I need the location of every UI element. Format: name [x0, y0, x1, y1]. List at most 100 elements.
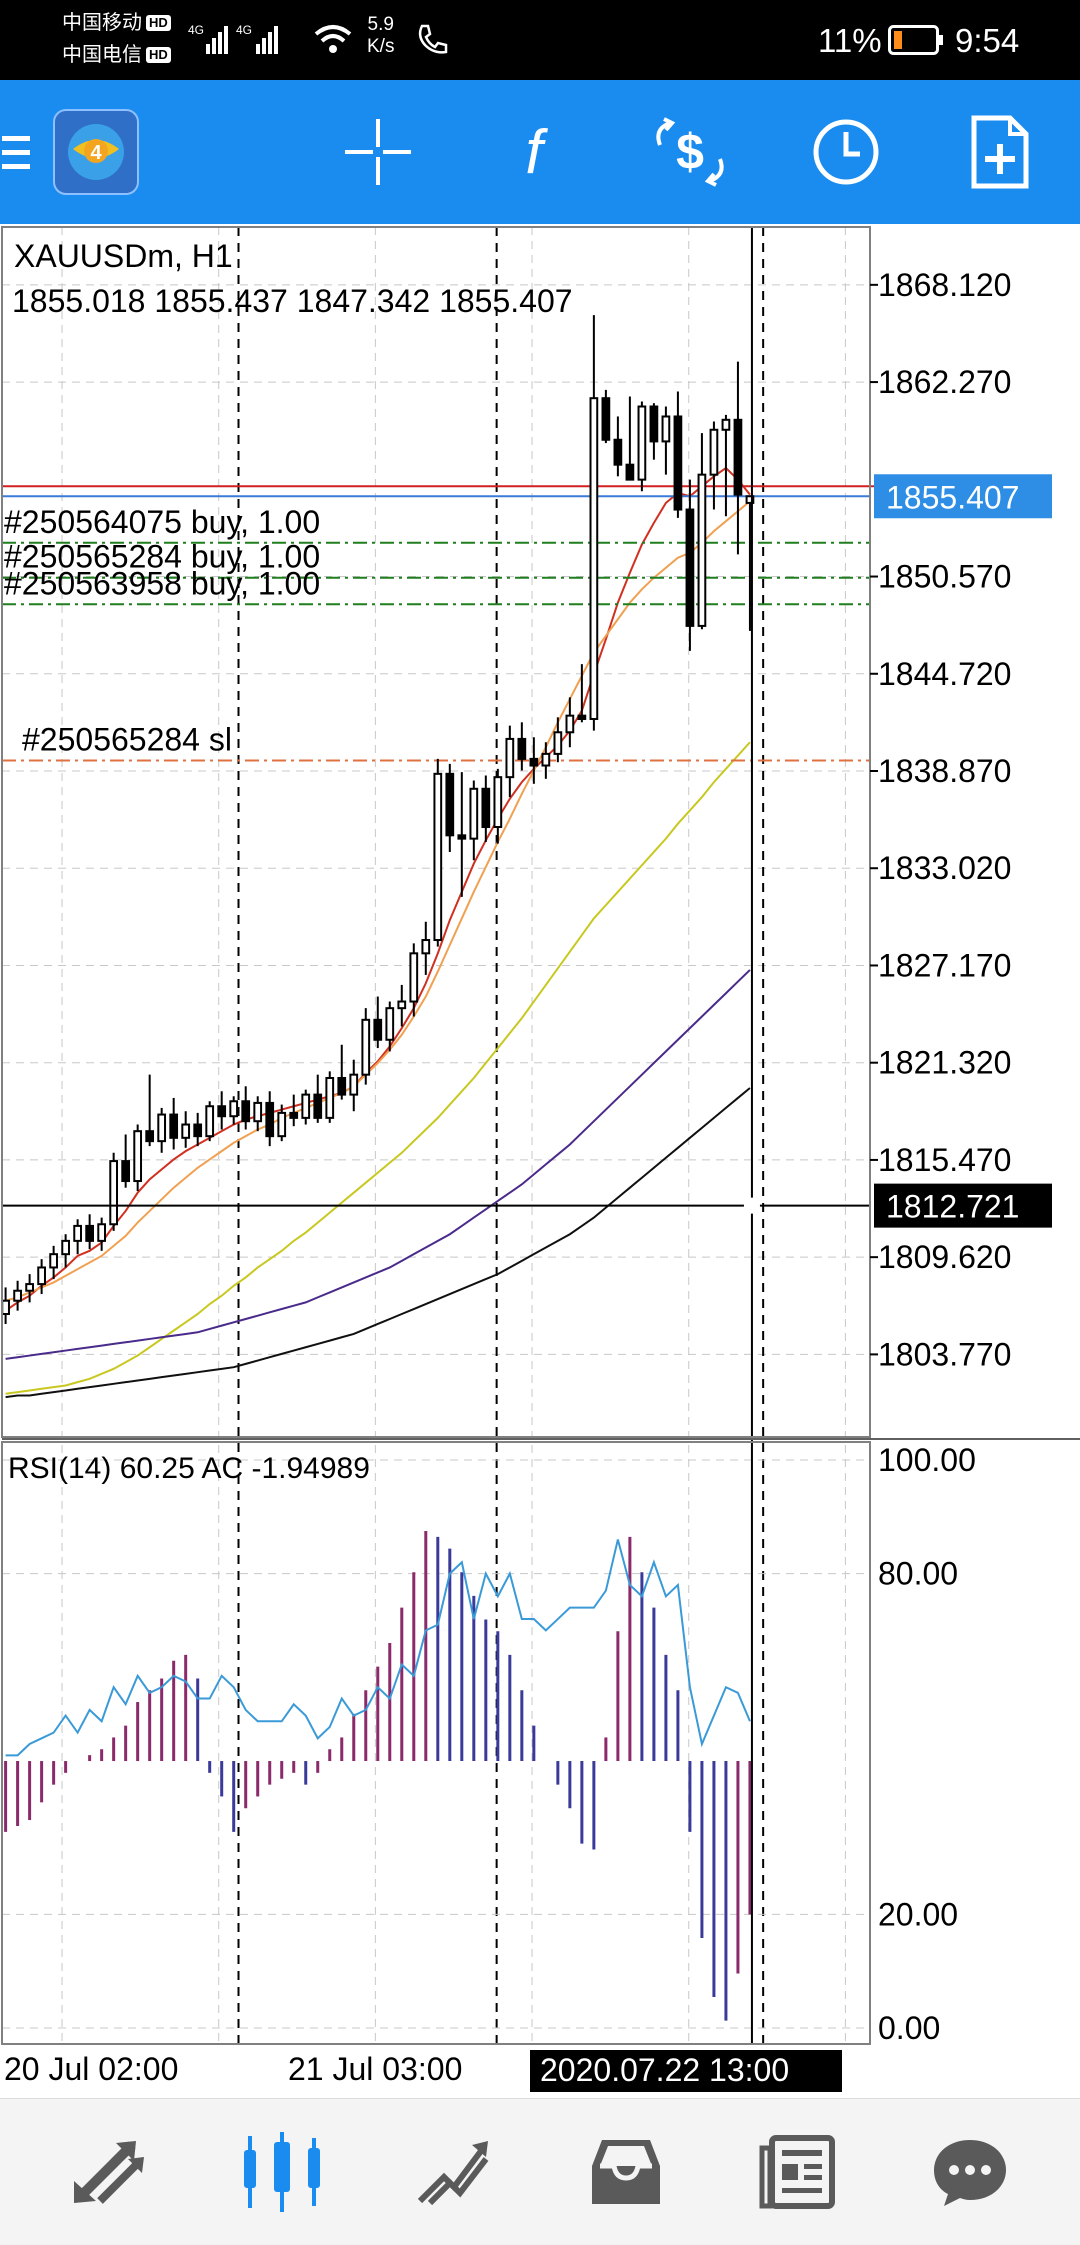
candle — [253, 1096, 263, 1132]
nav-messages[interactable] — [910, 2099, 1030, 2245]
candle — [181, 1111, 191, 1148]
candle-body — [109, 1160, 119, 1226]
candle-body — [457, 834, 467, 840]
metatrader-logo-icon[interactable]: 4 — [52, 80, 140, 224]
candle-body — [1, 1299, 10, 1316]
crosshair-price-label: 1812.721 — [886, 1189, 1019, 1225]
crosshair-icon[interactable] — [330, 80, 426, 224]
nav-trade[interactable] — [394, 2099, 514, 2245]
price-tick-label: 1838.870 — [878, 753, 1011, 789]
candle — [565, 697, 575, 748]
svg-text:$: $ — [676, 124, 704, 180]
candle — [37, 1259, 46, 1295]
candle-body — [313, 1093, 323, 1119]
call-icon — [418, 24, 448, 54]
network-speed-unit: K/s — [367, 36, 395, 57]
candle — [337, 1044, 347, 1100]
time-label: 20 Jul 02:00 — [4, 2051, 178, 2087]
price-tick-label: 1827.170 — [878, 947, 1011, 983]
candle — [493, 768, 503, 844]
candle-body — [229, 1100, 239, 1118]
candle — [85, 1214, 95, 1250]
candle — [421, 921, 431, 975]
candle — [745, 495, 755, 631]
price-tick-label: 1868.120 — [878, 267, 1011, 303]
candle — [49, 1245, 58, 1280]
candle-body — [121, 1160, 131, 1183]
clock: 9:54 — [955, 22, 1020, 59]
chart-frame — [1, 226, 1080, 2045]
candle-body — [421, 939, 431, 955]
price-tick-label: 1844.720 — [878, 656, 1011, 692]
candle — [409, 943, 419, 1017]
candle-body — [145, 1130, 155, 1143]
candle — [385, 1001, 395, 1052]
hd-badge: HD — [146, 15, 171, 31]
candle-body — [469, 787, 479, 840]
candle-body — [613, 438, 623, 466]
price-tick-label: 1815.470 — [878, 1142, 1011, 1178]
toolbar: 4 f $ — [0, 80, 1080, 224]
candle — [229, 1096, 239, 1125]
candle-body — [361, 1018, 371, 1076]
timeframe-icon[interactable] — [798, 80, 894, 224]
candle — [529, 737, 539, 784]
nav-chart[interactable] — [222, 2099, 342, 2245]
candle — [697, 433, 707, 630]
rsi-line — [5, 1539, 751, 1757]
candle — [397, 984, 407, 1027]
candle — [457, 772, 467, 897]
candle-body — [433, 772, 443, 942]
signal-icon: 4G 4G — [188, 23, 252, 54]
candle-body — [337, 1076, 347, 1096]
candle — [553, 717, 563, 763]
ma-line-2 — [5, 741, 751, 1395]
nav-news[interactable] — [738, 2099, 858, 2245]
candle-body — [541, 752, 551, 767]
candle-body — [49, 1253, 58, 1269]
trade-lines: #250564075 buy, 1.00#250565284 buy, 1.00… — [2, 485, 1050, 762]
candle — [121, 1134, 131, 1188]
candle-body — [517, 737, 527, 760]
candle — [685, 479, 695, 651]
order-label: #250563958 buy, 1.00 — [4, 565, 320, 601]
candle-body — [745, 495, 755, 504]
candle — [13, 1280, 22, 1311]
carrier-1: 中国移动 HD — [62, 12, 171, 34]
candle — [133, 1124, 143, 1192]
candle — [541, 742, 551, 779]
new-order-icon[interactable] — [952, 80, 1048, 224]
candle — [481, 775, 491, 842]
candle — [445, 763, 455, 852]
candle-body — [721, 418, 731, 431]
candle-body — [301, 1093, 311, 1119]
price-tick-label: 1821.320 — [878, 1045, 1011, 1081]
candle-body — [277, 1111, 287, 1138]
nav-history[interactable] — [566, 2099, 686, 2245]
candle — [577, 664, 587, 723]
indicators-icon[interactable]: f — [486, 80, 582, 224]
rsi-tick-label: 20.00 — [878, 1896, 958, 1932]
ma-line-4 — [5, 1087, 751, 1399]
price-chart[interactable]: #250564075 buy, 1.00#250565284 buy, 1.00… — [0, 224, 1080, 2098]
trade-icon[interactable]: $ — [640, 80, 740, 224]
menu-icon[interactable] — [0, 80, 36, 224]
moving-averages — [5, 466, 751, 1399]
price-tick-label: 1809.620 — [878, 1239, 1011, 1275]
rsi-label: RSI(14) 60.25 AC -1.94989 — [8, 1452, 370, 1485]
rsi-tick-label: 100.00 — [878, 1442, 976, 1478]
candle-body — [181, 1123, 191, 1139]
svg-text:4: 4 — [90, 142, 102, 164]
candle-body — [97, 1223, 107, 1242]
candle-body — [409, 952, 419, 1003]
candle-body — [697, 473, 707, 627]
signal-2-icon — [256, 26, 278, 54]
candle — [301, 1089, 311, 1125]
nav-quotes[interactable] — [50, 2099, 170, 2245]
candle — [25, 1274, 34, 1303]
candle-body — [157, 1113, 167, 1143]
candle-body — [37, 1266, 46, 1286]
candle — [205, 1101, 215, 1142]
price-axis: 1868.120 1862.270 1850.570 1844.720 1838.870… — [870, 267, 1052, 2046]
ohlc-label: 1855.018 1855.437 1847.342 1855.407 — [12, 283, 573, 319]
